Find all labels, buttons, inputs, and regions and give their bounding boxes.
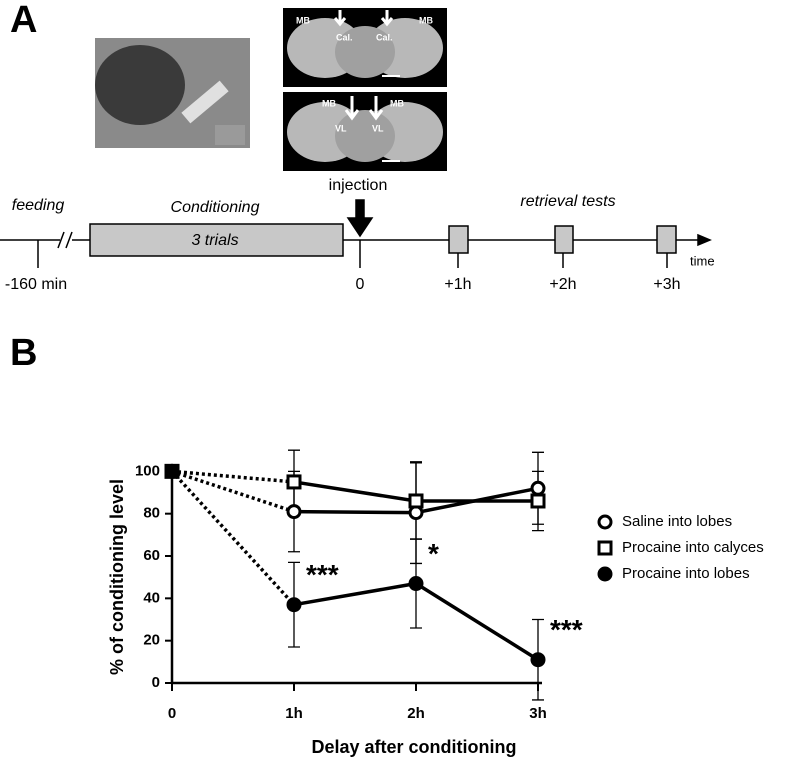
y-tick-label: 80 — [143, 505, 160, 522]
brain-label: VL — [335, 123, 347, 133]
marker — [164, 463, 180, 479]
x-axis-label: Delay after conditioning — [311, 737, 516, 757]
marker — [286, 474, 302, 490]
y-axis-label: % of conditioning level — [107, 479, 127, 675]
legend-marker — [597, 566, 613, 582]
retrieval-label: retrieval tests — [520, 193, 615, 210]
conditioning-label: Conditioning — [171, 199, 260, 216]
y-tick-label: 0 — [152, 674, 160, 691]
marker — [530, 493, 546, 509]
timeline-tick: +1h — [444, 276, 471, 293]
legend-label: Procaine into calyces — [622, 539, 764, 556]
time-label: time — [690, 253, 715, 268]
timeline-tick: +3h — [653, 276, 680, 293]
brain-label: Cal. — [376, 32, 393, 42]
brain-image-top — [283, 8, 447, 87]
brain-label: MB — [296, 15, 310, 25]
timeline-tick: 0 — [356, 276, 365, 293]
brain-image-bottom — [283, 92, 447, 171]
timeline-tick: -160 min — [5, 276, 67, 293]
panel-label: B — [10, 332, 37, 374]
timeline-tick: +2h — [549, 276, 576, 293]
marker — [286, 597, 302, 613]
legend-marker — [597, 540, 613, 556]
legend-label: Saline into lobes — [622, 513, 732, 530]
y-tick-label: 60 — [143, 547, 160, 564]
marker — [408, 576, 424, 592]
timeline — [0, 199, 712, 268]
significance-annotation: * — [428, 538, 439, 569]
trials-label: 3 trials — [191, 232, 238, 249]
brain-label: MB — [322, 98, 336, 108]
x-tick-label: 2h — [407, 705, 425, 722]
marker — [408, 493, 424, 509]
series-line — [170, 470, 296, 606]
injection-label: injection — [329, 177, 388, 194]
y-tick-label: 100 — [135, 462, 160, 479]
x-tick-label: 3h — [529, 705, 547, 722]
x-tick-label: 1h — [285, 705, 303, 722]
significance-annotation: *** — [306, 559, 339, 590]
series-line — [171, 469, 295, 484]
marker — [530, 652, 546, 668]
y-tick-label: 20 — [143, 632, 160, 649]
brain-label: MB — [419, 15, 433, 25]
marker — [530, 480, 546, 496]
marker — [286, 504, 302, 520]
feeding-label: feeding — [12, 197, 65, 214]
x-tick-label: 0 — [168, 705, 176, 722]
panel-label: A — [10, 0, 37, 41]
legend-label: Procaine into lobes — [622, 565, 750, 582]
y-tick-label: 40 — [143, 589, 160, 606]
legend-marker — [597, 514, 613, 530]
brain-label: MB — [390, 98, 404, 108]
bee-photo — [95, 38, 250, 148]
significance-annotation: *** — [550, 614, 583, 645]
brain-label: VL — [372, 123, 384, 133]
brain-label: Cal. — [336, 32, 353, 42]
